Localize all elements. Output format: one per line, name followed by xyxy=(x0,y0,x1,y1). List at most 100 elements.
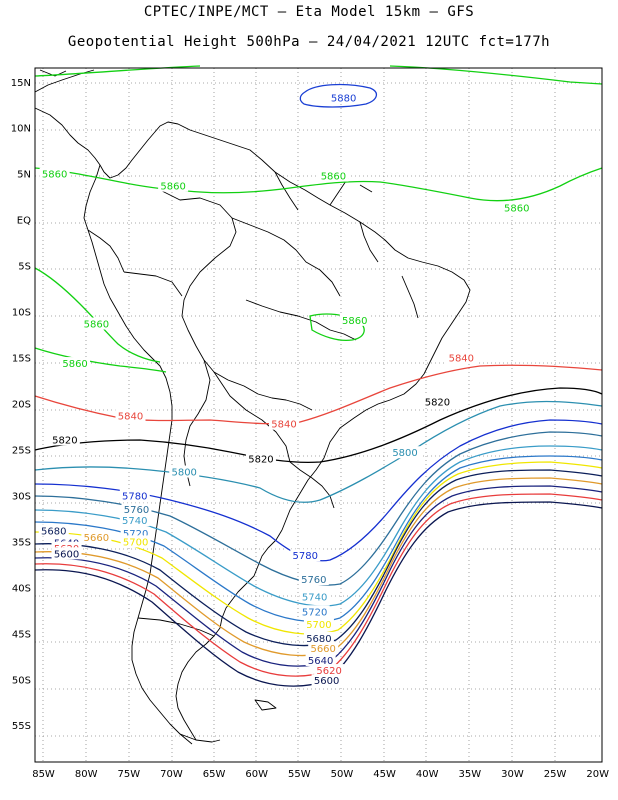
contour-label-background xyxy=(299,590,330,603)
contour-label-5840: 5840 xyxy=(449,354,474,365)
lat-tick-label: 50S xyxy=(12,675,31,686)
contour-label-5820: 5820 xyxy=(425,398,450,409)
lon-tick-label: 85W xyxy=(32,769,55,780)
lon-tick-label: 80W xyxy=(75,769,98,780)
contour-label-5640: 5640 xyxy=(308,656,333,667)
contour-label-5680: 5680 xyxy=(41,526,66,537)
contour-label-background xyxy=(119,489,150,502)
lon-tick-label: 25W xyxy=(544,769,567,780)
contour-label-5860: 5860 xyxy=(42,170,67,181)
contour-label-background xyxy=(169,465,200,478)
contour-label-background xyxy=(328,91,359,104)
contour-label-5780: 5780 xyxy=(293,551,318,562)
contour-label-background xyxy=(318,169,349,182)
longitude-tick-labels: 85W 80W 75W 70W 65W 60W 55W 50W 45W 40W 35W 30W 25W 2… xyxy=(32,769,609,780)
contour-label-5880: 5880 xyxy=(331,93,356,104)
contour-label-background xyxy=(60,357,91,370)
contour-label-5720: 5720 xyxy=(123,529,148,540)
contour-label-background xyxy=(38,524,69,537)
contour-label-5820: 5820 xyxy=(248,455,273,466)
latitude-tick-labels: 15N 10N 5N EQ 5S 10S 15S 20S 25S 30S 35S 40S 45S 50S 5… xyxy=(11,78,31,732)
contour-5620 xyxy=(34,493,603,677)
contour-5680 xyxy=(34,469,603,647)
lon-tick-label: 20W xyxy=(586,769,609,780)
contour-label-5600: 5600 xyxy=(54,549,79,560)
contour-label-5760: 5760 xyxy=(124,505,149,516)
contour-label-background xyxy=(303,618,334,631)
contour-5820 xyxy=(34,387,603,464)
lon-tick-label: 30W xyxy=(501,769,524,780)
contour-label-background xyxy=(290,549,321,562)
contour-label-5720: 5720 xyxy=(302,607,327,618)
contour-label-background xyxy=(446,351,477,364)
contour-label-5860: 5860 xyxy=(62,359,87,370)
contour-label-5860: 5860 xyxy=(321,172,346,183)
contour-label-5660: 5660 xyxy=(84,533,109,544)
contour-5860-north xyxy=(34,65,603,85)
contour-label-background xyxy=(308,642,339,655)
lat-tick-label: 20S xyxy=(12,400,31,411)
contour-5740 xyxy=(34,445,603,607)
lat-tick-label: EQ xyxy=(17,216,31,227)
contour-label-background xyxy=(121,503,152,516)
contour-label-background xyxy=(120,535,151,548)
contour-label-background xyxy=(390,446,421,459)
contour-5700 xyxy=(34,461,603,635)
lon-tick-label: 40W xyxy=(416,769,439,780)
contour-label-5600: 5600 xyxy=(314,676,339,687)
lon-tick-label: 70W xyxy=(160,769,183,780)
contour-labels: 5880 5860 5860 5860 5860 5860 5860 5860 5840 5840… xyxy=(38,91,532,687)
coastlines xyxy=(34,69,471,745)
contour-label-background xyxy=(115,409,146,422)
lon-tick-label: 45W xyxy=(373,769,396,780)
contour-label-background xyxy=(268,417,299,430)
contour-label-background xyxy=(298,573,329,586)
contour-label-background xyxy=(299,605,330,618)
contour-5720 xyxy=(34,455,603,623)
contour-label-background xyxy=(81,317,112,330)
contour-label-background xyxy=(501,201,532,214)
contour-label-5800: 5800 xyxy=(171,468,196,479)
contour-label-5740: 5740 xyxy=(122,516,147,527)
lat-tick-label: 5N xyxy=(17,170,31,181)
contour-5760 xyxy=(34,431,603,586)
contour-label-5860: 5860 xyxy=(504,204,529,215)
contour-5600 xyxy=(34,501,603,687)
contour-label-background xyxy=(81,530,112,543)
contour-label-5740: 5740 xyxy=(302,593,327,604)
lat-tick-label: 45S xyxy=(12,629,31,640)
contour-label-background xyxy=(311,674,342,687)
contour-5860-peru xyxy=(34,267,161,363)
lat-tick-label: 55S xyxy=(12,721,31,732)
contour-label-5680: 5680 xyxy=(306,634,331,645)
contour-label-5860: 5860 xyxy=(84,320,109,331)
contour-5780 xyxy=(34,419,603,562)
contour-label-5780: 5780 xyxy=(122,491,147,502)
contour-5860-equatorial xyxy=(34,167,603,202)
contour-label-background xyxy=(303,631,334,644)
map-frame xyxy=(34,67,603,763)
lat-tick-label: 10S xyxy=(12,308,31,319)
contour-label-background xyxy=(39,167,70,180)
lat-tick-label: 5S xyxy=(18,262,31,273)
contour-label-background xyxy=(314,664,345,677)
contour-label-5840: 5840 xyxy=(118,411,143,422)
contour-label-background xyxy=(245,452,276,465)
lat-tick-label: 40S xyxy=(12,583,31,594)
lat-tick-label: 15N xyxy=(11,78,31,89)
lat-tick-label: 30S xyxy=(12,491,31,502)
lat-tick-label: 10N xyxy=(11,124,31,135)
contour-label-5820: 5820 xyxy=(52,435,77,446)
lon-tick-label: 55W xyxy=(288,769,311,780)
lat-tick-label: 15S xyxy=(12,354,31,365)
contour-5660 xyxy=(34,477,603,657)
contour-5880-closed xyxy=(299,83,377,108)
contour-label-5700: 5700 xyxy=(123,537,148,548)
lon-tick-label: 75W xyxy=(117,769,140,780)
contour-label-background xyxy=(49,433,80,446)
contour-label-background xyxy=(51,547,82,560)
contour-label-5800: 5800 xyxy=(392,448,417,459)
lon-tick-label: 65W xyxy=(203,769,226,780)
lat-tick-label: 35S xyxy=(12,537,31,548)
